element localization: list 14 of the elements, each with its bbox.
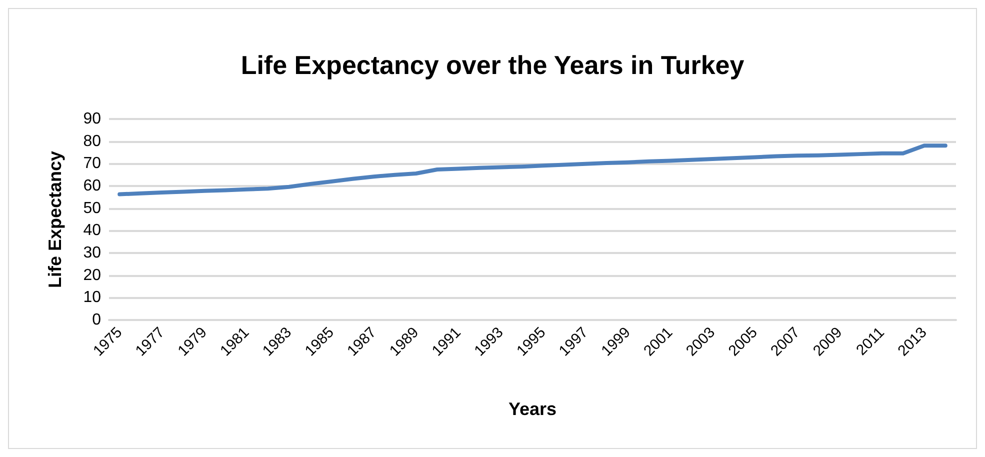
y-tick-label: 0 (92, 312, 102, 328)
y-axis-title: Life Expectancy (45, 150, 65, 288)
y-tick-label: 70 (83, 155, 102, 172)
y-tick-label: 40 (83, 222, 102, 240)
y-tick-label: 60 (83, 178, 102, 194)
line-series (118, 144, 948, 196)
y-tick-label: 10 (83, 289, 102, 306)
y-tick-label: 50 (83, 200, 102, 217)
chart-title: Life Expectancy over the Years in Turkey (240, 50, 745, 80)
x-axis-title: Years (508, 399, 557, 419)
y-tick-label: 80 (83, 132, 102, 150)
y-tick-label: 20 (83, 266, 102, 284)
y-tick-label: 30 (83, 244, 102, 262)
y-tick-label: 90 (83, 110, 102, 128)
